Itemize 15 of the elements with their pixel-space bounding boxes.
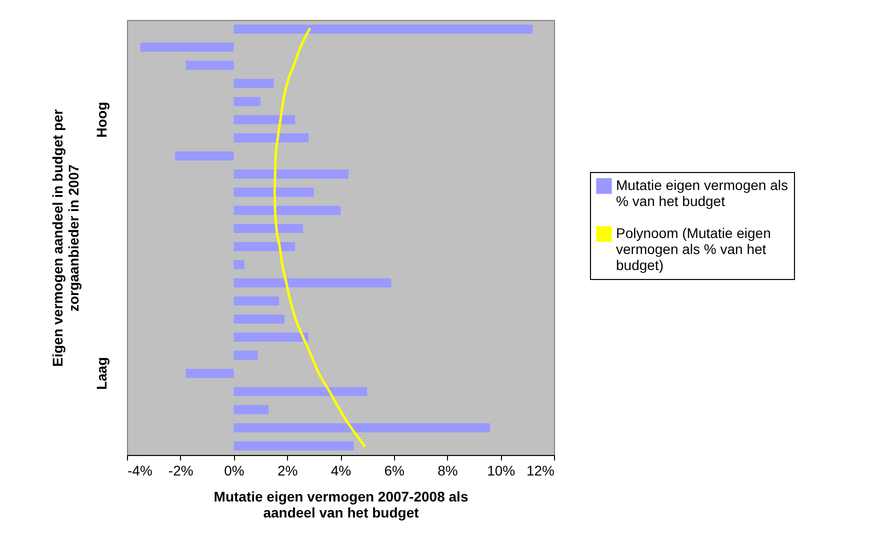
x-tick-label: 12% — [526, 462, 554, 478]
x-tick-label: 0% — [224, 462, 244, 478]
x-tick-label: 8% — [438, 462, 458, 478]
y-tick-label: Laag — [94, 357, 110, 390]
x-tick-label: -4% — [128, 462, 152, 478]
y-tick-label: Hoog — [94, 102, 110, 138]
x-tick-label: 10% — [487, 462, 516, 478]
x-tick-label: 2% — [278, 462, 298, 478]
x-tick-label: 4% — [330, 462, 352, 478]
x-axis-title: Mutatie eigen vermogen 2007-2008 als aandeel van het budget — [214, 488, 468, 520]
legend-label: Polynoom (Mutatie eigen vermogen als % van het budget) — [616, 225, 771, 273]
legend-label: Mutatie eigen vermogen als % van het budget — [616, 177, 788, 209]
x-tick-label: 6% — [384, 462, 404, 478]
y-axis-title: Eigen vermogen aandeel in budget per zorgaanbieder in 2007 — [50, 108, 82, 367]
x-tick-label: -2% — [168, 462, 194, 478]
